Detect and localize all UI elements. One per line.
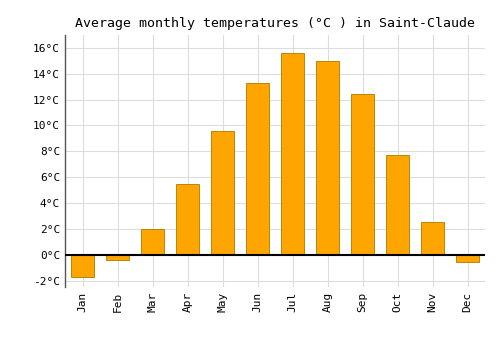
Title: Average monthly temperatures (°C ) in Saint-Claude: Average monthly temperatures (°C ) in Sa… — [75, 17, 475, 30]
Bar — [421, 222, 444, 255]
Bar — [71, 255, 94, 276]
Bar — [281, 53, 304, 255]
Bar — [246, 83, 269, 255]
Bar — [316, 61, 339, 255]
Bar — [211, 131, 234, 255]
Bar — [456, 255, 479, 262]
Bar — [386, 155, 409, 255]
Bar — [141, 229, 164, 255]
Bar — [106, 255, 129, 260]
Bar — [351, 94, 374, 255]
Bar — [176, 184, 199, 255]
